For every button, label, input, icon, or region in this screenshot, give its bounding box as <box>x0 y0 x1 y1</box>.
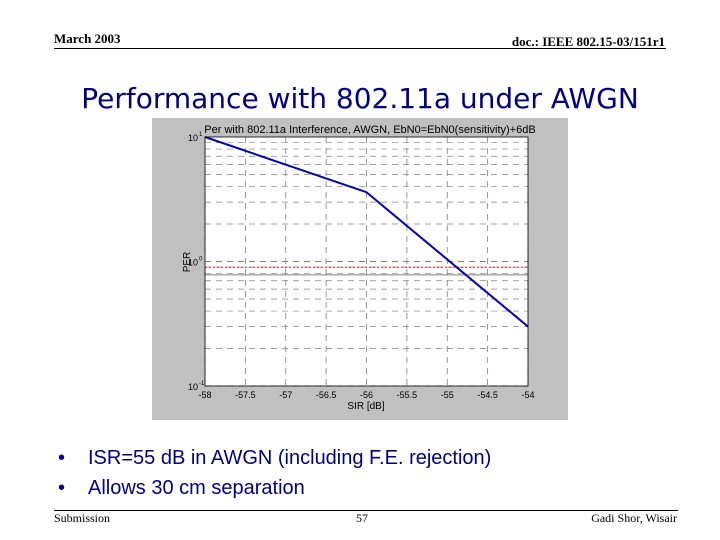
y-tick-mantissa: 10 <box>188 133 198 143</box>
plot-figure: -58 -57.5 -57 -56.5 -56 -55.5 -55 -54.5 -54 10 1 1… <box>152 118 568 420</box>
x-tick-label: -56.5 <box>316 390 337 400</box>
x-tick-label: -55 <box>441 390 454 400</box>
x-tick-label: -54.5 <box>477 390 498 400</box>
header-doc-id: doc.: IEEE 802.15-03/151r1 <box>511 34 665 49</box>
series-lines <box>204 136 529 328</box>
x-axis-label: SIR [dB] <box>347 401 384 412</box>
x-tick-label: -56 <box>360 390 373 400</box>
header-rule <box>54 48 666 49</box>
x-tick-label: -57.5 <box>235 390 256 400</box>
footer-author: Gadi Shor, Wisair <box>591 511 677 525</box>
chart-title: Per with 802.11a Interference, AWGN, EbN… <box>204 124 535 136</box>
y-tick-label: 10 -1 <box>188 381 205 392</box>
y-tick-exponent: 0 <box>199 257 203 263</box>
per-curve <box>204 136 529 328</box>
y-tick-mantissa: 10 <box>188 382 198 392</box>
header-date: March 2003 <box>54 31 121 46</box>
x-tick-labels: -58 -57.5 -57 -56.5 -56 -55.5 -55 -54.5 -54 <box>198 390 534 400</box>
slide-title: Performance with 802.11a under AWGN <box>81 82 639 115</box>
bullet-item: ISR=55 dB in AWGN (including F.E. reject… <box>58 443 491 473</box>
bullet-list: ISR=55 dB in AWGN (including F.E. reject… <box>58 443 491 503</box>
footer-page-number: 57 <box>356 511 368 525</box>
x-tick-label: -55.5 <box>397 390 418 400</box>
y-tick-exponent: -1 <box>199 381 205 387</box>
bullet-item: Allows 30 cm separation <box>58 473 491 503</box>
x-tick-label: -58 <box>198 390 211 400</box>
y-tick-exponent: 1 <box>199 132 203 138</box>
plot-frame <box>204 136 529 387</box>
y-tick-label: 10 0 <box>188 257 203 268</box>
x-tick-label: -57 <box>279 390 292 400</box>
per-chart: -58 -57.5 -57 -56.5 -56 -55.5 -55 -54.5 -54 10 11… <box>182 124 536 412</box>
y-tick-mantissa: 10 <box>188 258 198 268</box>
y-axis-label: PER <box>182 252 193 273</box>
reference-lines <box>205 266 528 276</box>
footer-rule <box>54 510 678 511</box>
x-tick-label: -54 <box>521 390 534 400</box>
y-tick-label: 10 1 <box>188 132 203 143</box>
footer-submission: Submission <box>54 511 111 525</box>
